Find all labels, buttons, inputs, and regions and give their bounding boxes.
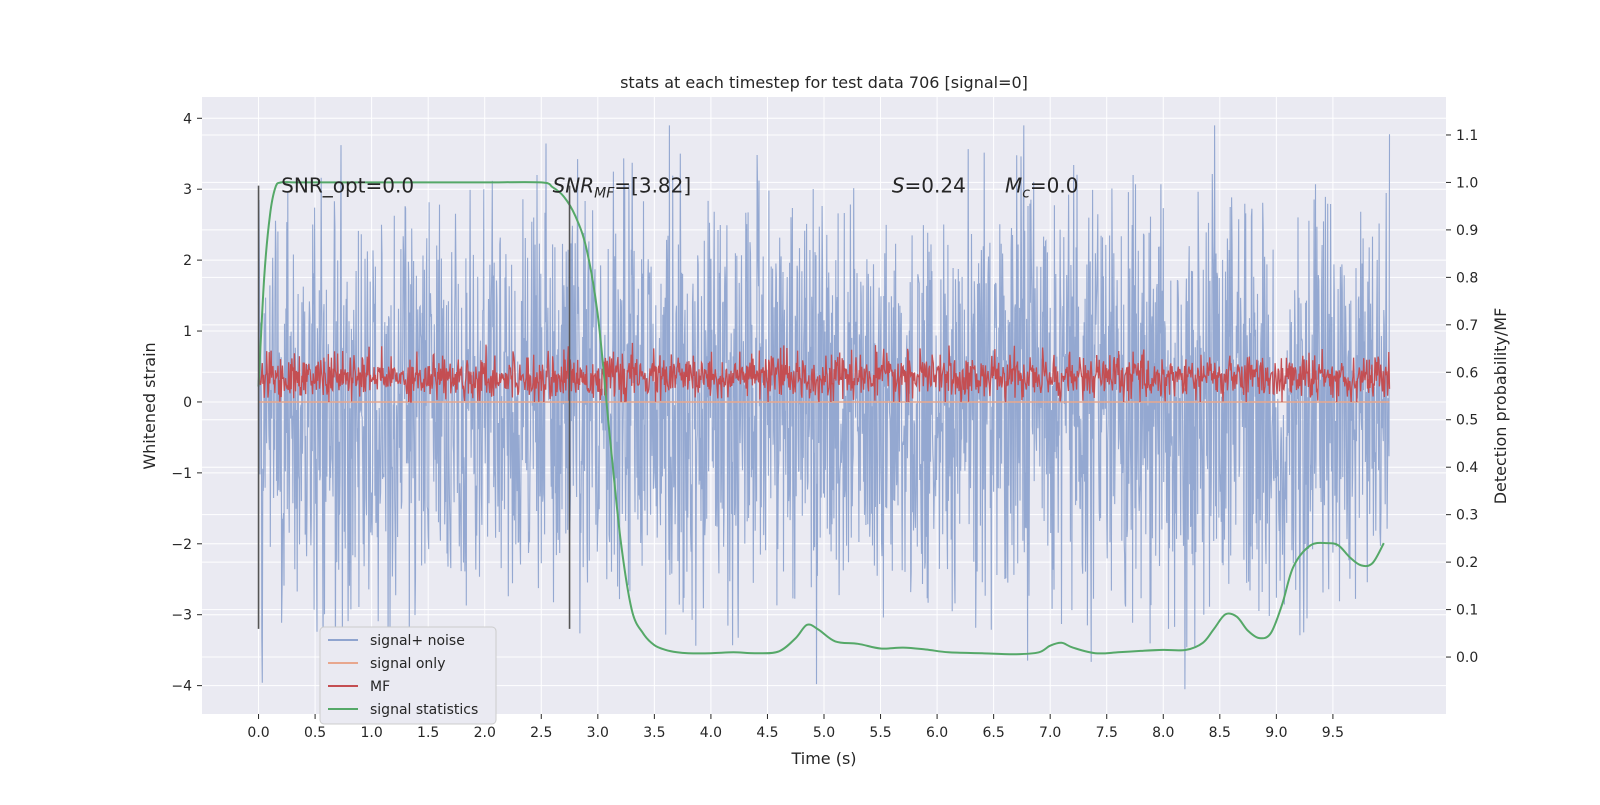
x-tick-label: 6.0: [926, 725, 948, 741]
x-tick-label: 1.5: [417, 725, 439, 741]
x-tick-label: 5.5: [869, 725, 891, 741]
series-signal-statistics: [257, 181, 1385, 656]
x-tick-label: 0.5: [304, 725, 326, 741]
y2-tick-label: 0.6: [1456, 365, 1478, 381]
series-layer: [257, 125, 1391, 690]
x-tick-label: 3.0: [587, 725, 609, 741]
y2-tick-label: 0.0: [1456, 650, 1478, 666]
y-tick-label: −4: [171, 679, 192, 695]
annotation-mc-value: Mc=0.0: [1005, 174, 1079, 202]
y-tick-label: 0: [183, 395, 192, 411]
marker-layer: [257, 185, 571, 629]
x-tick-label: 9.5: [1322, 725, 1344, 741]
annotation-s-value: S=0.24: [892, 174, 966, 198]
x-tick-label: 1.0: [361, 725, 383, 741]
annotation-snr-opt: SNR_opt=0.0: [281, 174, 414, 198]
annotation-layer: SNR_opt=0.0 SNRMF=[3.82] S=0.24 Mc=0.0: [281, 174, 1078, 202]
y-tick-label: −1: [171, 466, 192, 482]
legend-label-3: signal statistics: [370, 702, 478, 718]
x-tick-label: 4.5: [756, 725, 778, 741]
x-axis: 0.0 0.5 1.0 1.5 2.0 2.5 3.0 3.5 4.0 4.5 5.0 5.5 6.0 6…: [247, 714, 1344, 741]
y-tick-label: 2: [183, 253, 192, 269]
y2-tick-label: 0.3: [1456, 508, 1478, 524]
y2-tick-label: 0.5: [1456, 413, 1478, 429]
legend-box: [319, 626, 497, 725]
y2-tick-label: 0.4: [1456, 460, 1478, 476]
x-axis-label: Time (s): [790, 749, 856, 768]
y-tick-label: −3: [171, 608, 192, 624]
x-tick-label: 2.0: [474, 725, 496, 741]
y-axis-label: Whitened strain: [140, 342, 159, 469]
x-tick-label: 3.5: [643, 725, 665, 741]
y2-tick-label: 1.0: [1456, 175, 1478, 191]
annotation-snr-mf: SNRMF=[3.82]: [553, 174, 692, 202]
legend-label-0: signal+ noise: [370, 633, 465, 649]
y2-tick-label: 1.1: [1456, 128, 1478, 144]
y-axis-right: 0.0 0.1 0.2 0.3 0.4 0.5 0.6 0.7 0.8 0.9 1.0 1.1: [1446, 128, 1478, 666]
x-tick-label: 8.0: [1152, 725, 1174, 741]
y-tick-label: 4: [183, 111, 192, 127]
legend-label-2: MF: [370, 679, 390, 695]
x-tick-label: 8.5: [1209, 725, 1231, 741]
x-tick-label: 9.0: [1265, 725, 1287, 741]
y2-tick-label: 0.9: [1456, 223, 1478, 239]
y-tick-label: −2: [171, 537, 192, 553]
legend: signal+ noise signal only MF signal statist…: [319, 626, 497, 725]
y-tick-label: 3: [183, 182, 192, 198]
x-tick-label: 0.0: [247, 725, 269, 741]
x-tick-label: 7.5: [1096, 725, 1118, 741]
x-tick-label: 7.0: [1039, 725, 1061, 741]
y2-axis-label: Detection probability/MF: [1491, 308, 1510, 505]
y2-tick-label: 0.7: [1456, 318, 1478, 334]
chart-title: stats at each timestep for test data 706…: [620, 73, 1028, 92]
y2-tick-label: 0.1: [1456, 603, 1478, 619]
x-tick-label: 5.0: [813, 725, 835, 741]
y2-tick-label: 0.2: [1456, 555, 1478, 571]
y-tick-label: 1: [183, 324, 192, 340]
legend-label-1: signal only: [370, 656, 445, 672]
series-signal-noise: [257, 125, 1391, 690]
y-axis-left: −4 −3 −2 −1 0 1 2 3 4: [171, 111, 202, 695]
x-tick-label: 4.0: [700, 725, 722, 741]
x-tick-label: 2.5: [530, 725, 552, 741]
x-tick-label: 6.5: [983, 725, 1005, 741]
y2-tick-label: 0.8: [1456, 270, 1478, 286]
series-mf: [257, 342, 1391, 403]
